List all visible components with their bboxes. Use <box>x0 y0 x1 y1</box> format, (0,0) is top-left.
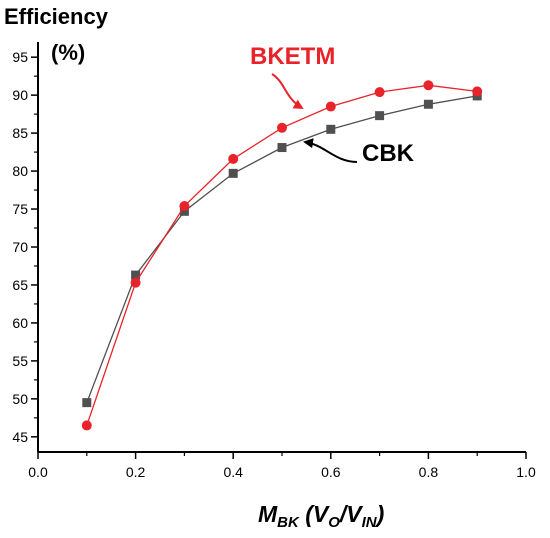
y-tick-label: 45 <box>12 429 28 445</box>
x-tick-label: 1.0 <box>516 464 536 480</box>
x-tick-label: 0.0 <box>28 464 48 480</box>
data-point-cbk <box>228 168 238 178</box>
x-ticks: 0.0 0.2 0.4 0.6 0.8 1.0 <box>28 452 536 480</box>
y-axis-title-line1: Efficiency <box>4 4 109 29</box>
y-tick-label: 85 <box>12 125 28 141</box>
data-point-bketm <box>472 86 483 97</box>
series-line-cbk <box>86 95 478 403</box>
y-ticks: 45 50 55 60 65 70 75 80 85 90 95 <box>12 49 38 445</box>
y-tick-label: 55 <box>12 353 28 369</box>
y-tick-label: 50 <box>12 391 28 407</box>
data-point-cbk <box>375 111 385 121</box>
y-axis-title-line2: (%) <box>51 40 85 65</box>
data-point-bketm <box>179 201 190 211</box>
annotation-cbk: CBK <box>362 140 415 167</box>
data-point-bketm <box>423 80 434 91</box>
x-tick-label: 0.6 <box>321 464 341 480</box>
data-point-bketm <box>228 153 239 164</box>
x-tick-label: 0.4 <box>223 464 243 480</box>
y-tick-label: 70 <box>12 239 28 255</box>
data-point-cbk <box>277 143 287 153</box>
data-point-bketm <box>81 420 92 431</box>
y-tick-label: 80 <box>12 163 28 179</box>
annotation-bketm-arrow <box>271 73 304 110</box>
annotation-bketm: BKETM <box>250 43 335 70</box>
data-point-cbk <box>82 398 92 408</box>
y-tick-label: 95 <box>12 49 28 65</box>
y-tick-label: 90 <box>12 87 28 103</box>
series-group <box>81 80 483 431</box>
x-tick-label: 0.8 <box>419 464 439 480</box>
data-point-cbk <box>423 99 433 109</box>
data-point-bketm <box>130 277 141 288</box>
data-point-bketm <box>374 87 385 98</box>
data-point-cbk <box>326 124 336 134</box>
data-point-cbk <box>179 206 189 216</box>
series-line-bketm <box>86 84 478 426</box>
y-tick-label: 75 <box>12 201 28 217</box>
y-tick-label: 60 <box>12 315 28 331</box>
annotation-cbk-arrow <box>303 138 358 163</box>
data-point-cbk <box>131 270 141 280</box>
y-tick-label: 65 <box>12 277 28 293</box>
data-point-bketm <box>325 101 336 112</box>
x-axis-title: MBK (VO/VIN) <box>258 501 384 531</box>
x-tick-label: 0.2 <box>126 464 146 480</box>
data-point-bketm <box>277 122 287 133</box>
